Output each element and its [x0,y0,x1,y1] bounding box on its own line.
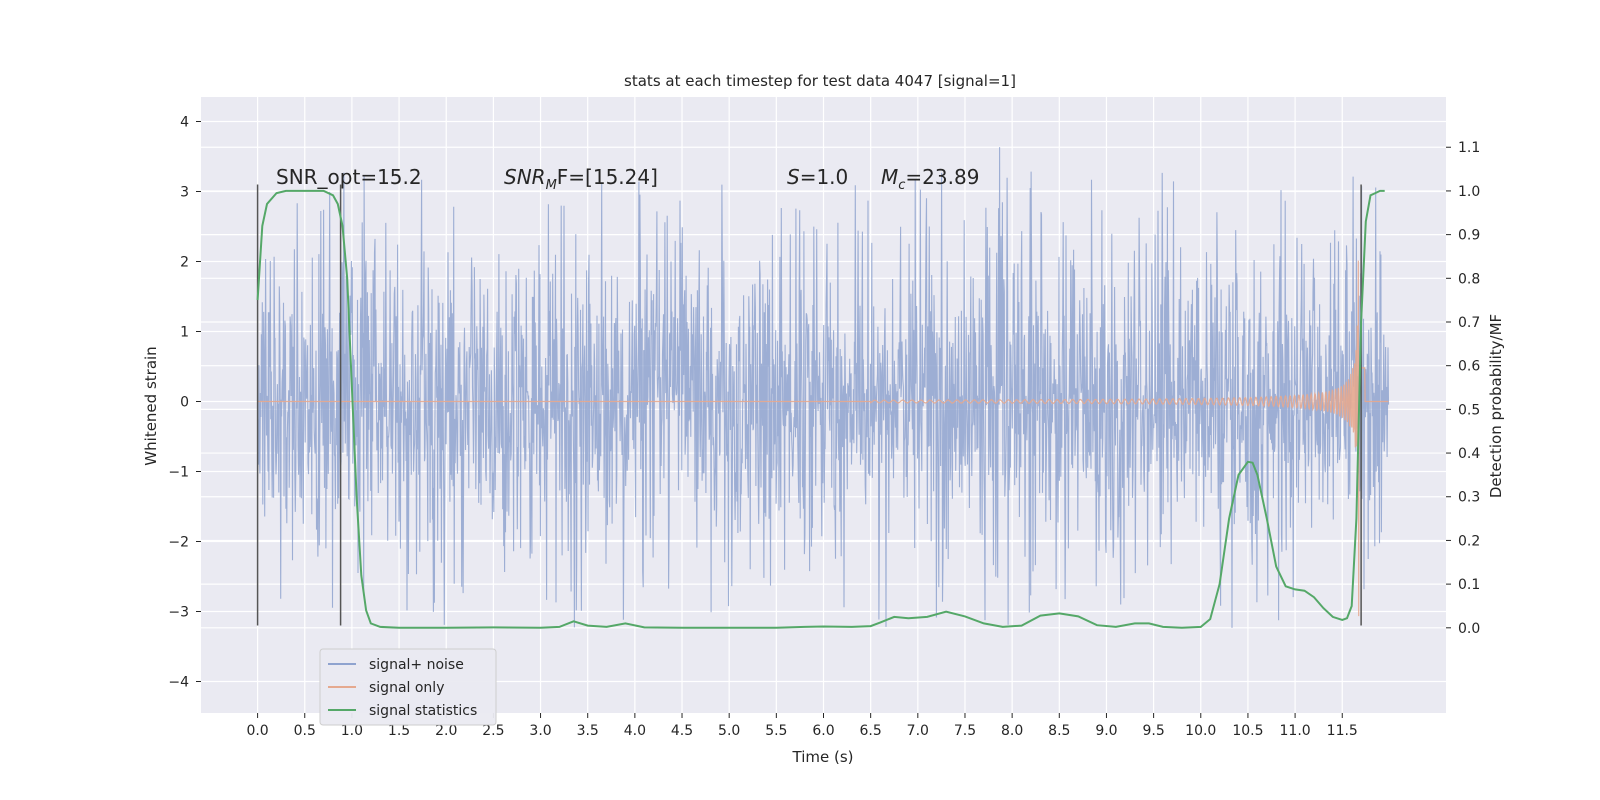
y2-tick-label: 0.6 [1458,359,1480,375]
x-tick-label: 8.5 [1048,723,1070,739]
x-tick-label: 3.5 [577,723,599,739]
y-tick-label: −3 [168,605,189,621]
y-tick-label: 0 [180,395,189,411]
x-tick-label: 11.5 [1327,723,1358,739]
x-tick-label: 1.0 [341,723,363,739]
x-tick-label: 1.5 [388,723,410,739]
snr-mf-sub: M [546,178,557,193]
snr-mf-annotation: SNRMF=[15.24] [504,165,658,193]
x-tick-label: 11.0 [1280,723,1311,739]
y2-axis-label: Detection probability/MF [1487,314,1505,498]
x-tick-label: 7.5 [954,723,976,739]
x-axis-label: Time (s) [792,748,854,766]
signal-statistics-line [256,189,1385,629]
y2-tick-label: 0.9 [1458,228,1480,244]
x-tick-label: 4.0 [624,723,646,739]
legend-box [319,648,497,726]
vertical-markers [256,184,1362,626]
x-tick-label: 0.0 [246,723,268,739]
y-tick-label: 3 [180,185,189,201]
snr-mf-rest: F=[15.24] [557,165,658,189]
x-tick-label: 7.0 [907,723,929,739]
snr-mf-base: SNR [504,165,546,189]
legend: signal+ noise signal only signal statist… [319,648,497,726]
x-tick-label: 2.5 [482,723,504,739]
x-tick-label: 10.5 [1232,723,1263,739]
chart-title: stats at each timestep for test data 404… [624,72,1016,90]
x-tick-label: 6.5 [860,723,882,739]
x-tick-label: 0.5 [294,723,316,739]
legend-label-signal-noise: signal+ noise [369,657,464,673]
y2-tick-label: 0.8 [1458,271,1480,287]
y2-tick-label: 0.5 [1458,402,1480,418]
legend-label-signal-statistics: signal statistics [369,703,477,719]
y-tick-label: 1 [180,325,189,341]
x-tick-label: 6.0 [812,723,834,739]
y2-tick-label: 0.3 [1458,490,1480,506]
y-tick-label: −4 [168,675,189,691]
mc-rest: =23.89 [905,165,979,189]
x-tick-label: 5.0 [718,723,740,739]
x-tick-label: 4.5 [671,723,693,739]
y2-tick-label: 1.1 [1458,140,1480,156]
y-tick-label: 4 [180,115,189,131]
signal-statistics-series [256,189,1385,629]
y2-tick-label: 0.4 [1458,446,1480,462]
snr-opt-annotation: SNR_opt=15.2 [276,165,422,189]
y-axis-label: Whitened strain [142,346,160,465]
signal-noise-line [257,147,1390,628]
x-tick-label: 9.5 [1142,723,1164,739]
signal-only-line [257,260,1389,617]
y-tick-label: −2 [168,535,189,551]
annotations: SNR_opt=15.2 SNRMF=[15.24] S=1.0 Mc=23.8… [276,165,979,193]
signal-noise-series [257,147,1390,628]
axis-ticks: 0.0 0.5 1.0 1.5 2.0 2.5 3.0 3.5 4.0 4.5 5.0 5.5 6.0 6… [168,115,1480,740]
y2-tick-label: 0.2 [1458,533,1480,549]
y2-tick-label: 0.0 [1458,621,1480,637]
y-tick-label: −1 [168,465,189,481]
mc-annotation: Mc=23.89 [881,165,979,193]
legend-label-signal-only: signal only [369,680,444,696]
s-annotation: S=1.0 [787,165,848,189]
y-tick-label: 2 [180,255,189,271]
x-tick-label: 2.0 [435,723,457,739]
x-tick-label: 8.0 [1001,723,1023,739]
y2-tick-label: 0.7 [1458,315,1480,331]
s-rest: =1.0 [800,165,849,189]
mc-sub: c [898,178,905,193]
x-tick-label: 5.5 [765,723,787,739]
signal-only-series [257,260,1389,617]
x-tick-label: 9.0 [1095,723,1117,739]
x-tick-label: 10.0 [1185,723,1216,739]
mc-base: M [881,165,898,189]
s-base: S [787,165,800,189]
x-tick-label: 3.0 [529,723,551,739]
y2-tick-label: 0.1 [1458,577,1480,593]
y2-tick-label: 1.0 [1458,184,1480,200]
